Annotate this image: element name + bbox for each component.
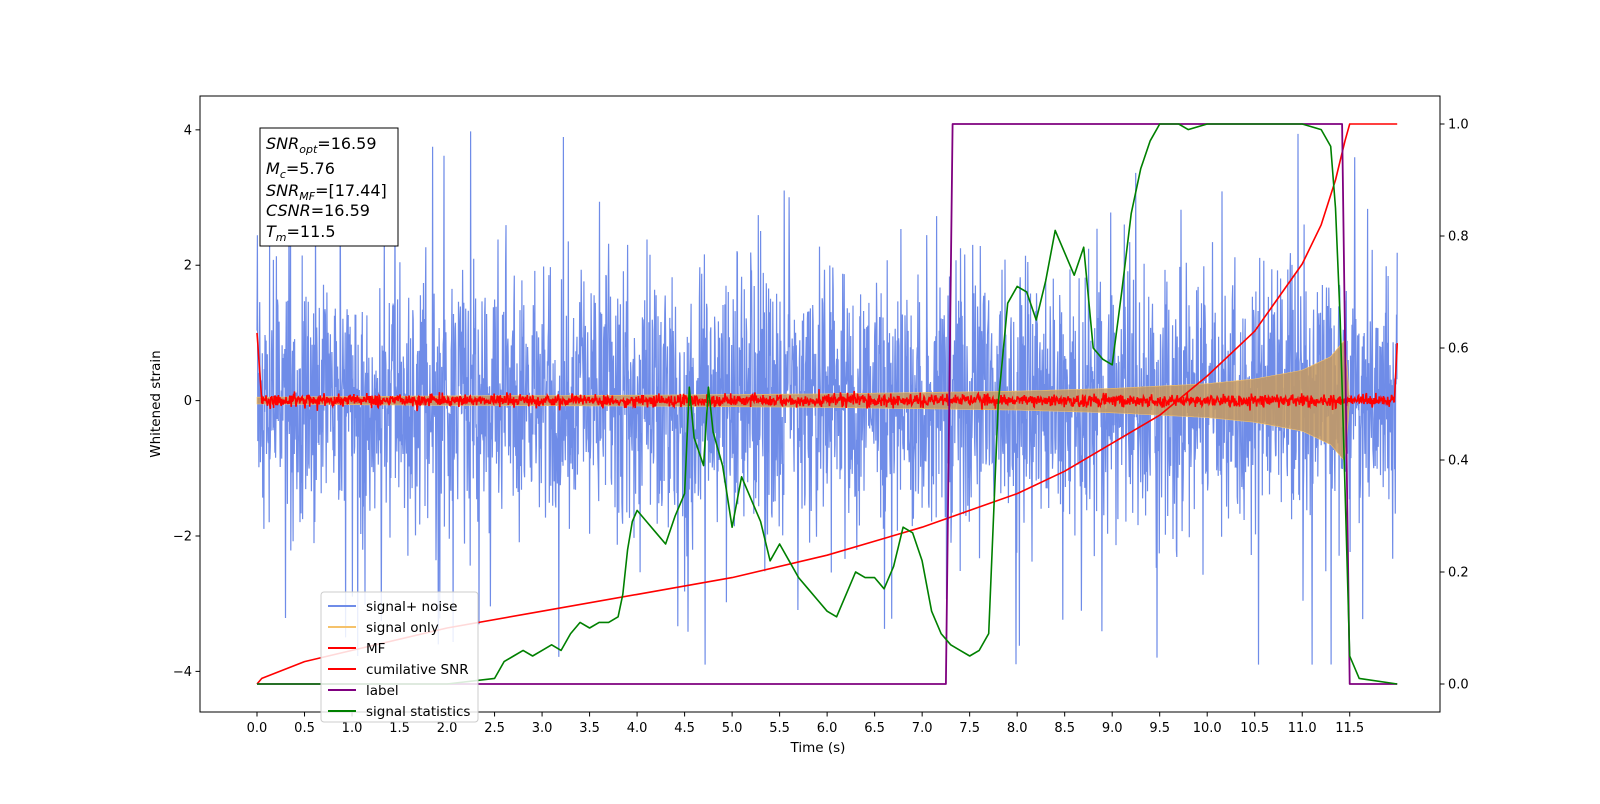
y-tick-label: −2 [173,530,192,545]
info-csnr: CSNR=16.59 [266,201,370,220]
y2-tick-label: 0.2 [1448,566,1469,581]
y2-tick-label: 0.0 [1448,678,1469,693]
x-tick-label: 5.0 [722,721,743,736]
x-tick-label: 1.0 [342,721,363,736]
y-axis-title: Whitened strain [148,350,164,457]
y2-tick-label: 0.8 [1448,230,1469,245]
x-tick-label: 4.5 [674,721,695,736]
legend-label: label [366,683,399,699]
x-tick-label: 8.5 [1054,721,1075,736]
info-tm: Tm=11.5 [266,222,336,244]
x-tick-label: 3.5 [579,721,600,736]
x-tick-label: 6.0 [817,721,838,736]
legend-label: signal only [366,620,439,636]
y2-tick-label: 1.0 [1448,118,1469,133]
y-tick-label: 0 [184,394,192,409]
y-axis-right: 0.0 0.2 0.4 0.6 0.8 1.0 [1440,118,1469,693]
info-box-frame [259,127,399,247]
x-tick-label: 4.0 [627,721,648,736]
series-signal-statistics [257,123,1398,685]
x-tick-label: 3.0 [532,721,553,736]
x-axis-title: Time (s) [790,740,846,756]
series-label [257,123,1398,685]
plot-frame [199,95,1441,713]
x-tick-label: 5.5 [769,721,790,736]
x-tick-label: 11.5 [1335,721,1364,736]
x-tick-label: 10.0 [1193,721,1222,736]
x-tick-label: 1.5 [389,721,410,736]
x-tick-label: 0.5 [294,721,315,736]
y-tick-label: −4 [173,665,192,680]
y-axis-left: −4 −2 0 2 4 [173,123,200,680]
legend-label: signal+ noise [366,599,457,615]
y2-tick-label: 0.4 [1448,454,1469,469]
y-tick-label: 4 [184,123,192,138]
x-tick-label: 6.5 [864,721,885,736]
info-snr-opt: SNRopt=16.59 [266,134,377,156]
legend-label: cumilative SNR [366,662,469,678]
x-tick-label: 2.0 [437,721,458,736]
info-mc: Mc=5.76 [266,159,335,181]
x-tick-label: 2.5 [484,721,505,736]
x-tick-label: 8.0 [1007,721,1028,736]
legend: signal+ noise signal only MF cumilative SNR… [320,591,479,723]
legend-label: MF [366,641,385,657]
legend-frame [320,591,479,723]
x-tick-label: 7.5 [959,721,980,736]
y2-tick-label: 0.6 [1448,342,1469,357]
x-tick-label: 7.0 [912,721,933,736]
plot-area [256,123,1398,685]
legend-label: signal statistics [366,704,470,720]
x-axis: 0.0 0.5 1.0 1.5 2.0 2.5 3.0 3.5 4.0 4.5 5.0 5.5 6.0 6… [247,712,1364,736]
info-snr-mf: SNRMF=[17.44] [266,181,387,203]
x-tick-label: 9.0 [1102,721,1123,736]
x-tick-label: 0.0 [247,721,268,736]
series-mf [256,332,1398,412]
info-box: SNRopt=16.59 Mc=5.76 SNRMF=[17.44] CSNR=… [259,127,399,247]
x-tick-label: 9.5 [1149,721,1170,736]
x-tick-label: 11.0 [1288,721,1317,736]
y-tick-label: 2 [184,259,192,274]
x-tick-label: 10.5 [1240,721,1269,736]
